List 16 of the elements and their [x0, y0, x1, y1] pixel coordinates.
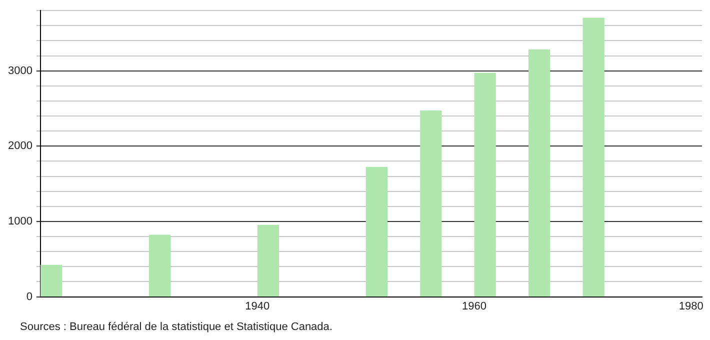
- x-tick-label: 1980: [678, 300, 704, 312]
- bar: [40, 264, 62, 297]
- y-tick-label: 2000: [8, 140, 32, 152]
- bar: [148, 234, 171, 297]
- y-tick-label: 3000: [8, 64, 32, 77]
- x-tick-label: 1960: [462, 300, 487, 312]
- bar: [420, 110, 442, 297]
- y-tick-label: 0: [26, 290, 32, 303]
- x-tick-label: 1940: [245, 300, 270, 312]
- source-note: Sources : Bureau fédéral de la statistique et Statistique Canada.: [20, 321, 332, 334]
- bar: [582, 18, 604, 297]
- bar: [257, 224, 280, 297]
- bar: [474, 72, 496, 297]
- bar: [528, 49, 550, 297]
- y-tick-label: 1000: [8, 216, 32, 228]
- bar: [366, 166, 388, 297]
